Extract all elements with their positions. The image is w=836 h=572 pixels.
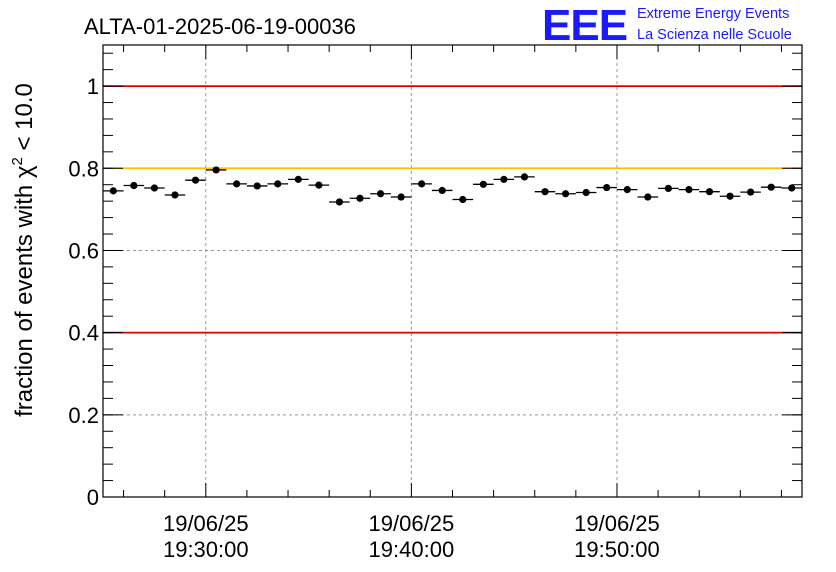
point-marker	[479, 180, 487, 188]
x-tick-date-label: 19/06/25	[369, 511, 455, 536]
point-marker	[520, 173, 529, 181]
x-tick-time-label: 19:50:00	[574, 537, 660, 562]
point-marker	[376, 190, 385, 198]
data-point	[719, 192, 741, 200]
data-point	[164, 191, 186, 199]
data-point	[123, 181, 145, 190]
point-marker	[356, 194, 364, 202]
plot-frame	[102, 44, 803, 498]
point-marker	[418, 180, 426, 188]
data-point	[308, 181, 330, 189]
point-marker	[397, 193, 405, 201]
data-point	[205, 166, 227, 174]
data-point	[781, 184, 802, 192]
point-marker	[623, 186, 631, 194]
chart-title: ALTA-01-2025-06-19-00036	[84, 14, 356, 39]
point-marker	[603, 183, 611, 192]
point-marker	[109, 187, 117, 195]
point-marker	[171, 191, 179, 199]
x-tick-time-label: 19:40:00	[369, 537, 455, 562]
point-marker	[705, 188, 714, 196]
grid-lines	[103, 45, 802, 497]
data-point	[514, 173, 535, 181]
data-point	[288, 175, 309, 183]
point-marker	[315, 181, 323, 189]
data-point	[411, 180, 432, 188]
data-point	[349, 194, 371, 202]
point-marker	[582, 188, 590, 197]
data-point	[575, 188, 597, 197]
y-axis-label-suffix: < 10.0	[11, 83, 38, 157]
point-marker	[767, 183, 775, 191]
data-point	[760, 183, 782, 191]
data-point	[678, 186, 700, 194]
y-axis-label-sup: 2	[9, 157, 26, 165]
point-marker	[294, 175, 302, 183]
data-point	[226, 180, 247, 188]
data-point	[658, 184, 679, 193]
data-point	[493, 175, 515, 183]
point-marker	[438, 186, 446, 195]
point-marker	[150, 184, 158, 192]
data-point	[390, 193, 412, 201]
data-point	[144, 184, 165, 192]
y-tick-label: 1	[87, 74, 99, 99]
point-marker	[212, 166, 220, 174]
point-marker	[644, 193, 652, 201]
y-tick-label: 0.6	[68, 238, 99, 263]
point-marker	[541, 188, 549, 196]
x-tick-date-label: 19/06/25	[163, 511, 249, 536]
logo-line-1: Extreme Energy Events	[637, 6, 789, 22]
data-point	[616, 186, 638, 194]
axis-ticks	[103, 45, 802, 498]
data-point	[431, 186, 453, 195]
data-point	[473, 180, 494, 188]
point-marker	[459, 195, 467, 204]
point-marker	[335, 198, 344, 206]
y-tick-label: 0.2	[68, 403, 99, 428]
eee-logo-icon: EEE	[542, 1, 627, 50]
point-marker	[664, 184, 672, 193]
point-marker	[191, 176, 200, 184]
data-point	[370, 190, 391, 198]
y-axis-label: fraction of events with χ2 < 10.0	[9, 83, 38, 417]
x-tick-date-label: 19/06/25	[574, 511, 660, 536]
y-tick-label: 0.8	[68, 156, 99, 181]
point-marker	[500, 175, 508, 183]
point-marker	[130, 181, 138, 190]
y-tick-label: 0	[87, 485, 99, 510]
reference-lines	[103, 85, 802, 334]
data-point	[103, 187, 124, 195]
point-marker	[233, 180, 241, 188]
data-point	[555, 190, 576, 198]
data-point	[246, 182, 268, 190]
logo-line-2: La Scienza nelle Scuole	[637, 27, 792, 43]
y-axis-label-symbol: χ	[11, 165, 38, 178]
point-marker	[685, 186, 693, 194]
data-point	[637, 193, 659, 201]
point-marker	[561, 190, 570, 198]
data-points	[103, 166, 802, 206]
data-point	[699, 188, 720, 196]
data-point	[596, 183, 617, 192]
x-tick-time-label: 19:30:00	[163, 537, 249, 562]
y-tick-label: 0.4	[68, 321, 99, 346]
data-point	[452, 195, 474, 204]
point-marker	[274, 180, 282, 188]
data-point	[185, 176, 206, 184]
y-axis-label-prefix: fraction of events with	[11, 178, 38, 417]
data-point	[740, 188, 761, 196]
point-marker	[788, 184, 796, 192]
data-point	[534, 188, 556, 196]
data-point	[267, 180, 289, 188]
point-marker	[726, 192, 734, 200]
point-marker	[253, 182, 261, 190]
data-point	[329, 198, 350, 206]
point-marker	[747, 188, 755, 196]
